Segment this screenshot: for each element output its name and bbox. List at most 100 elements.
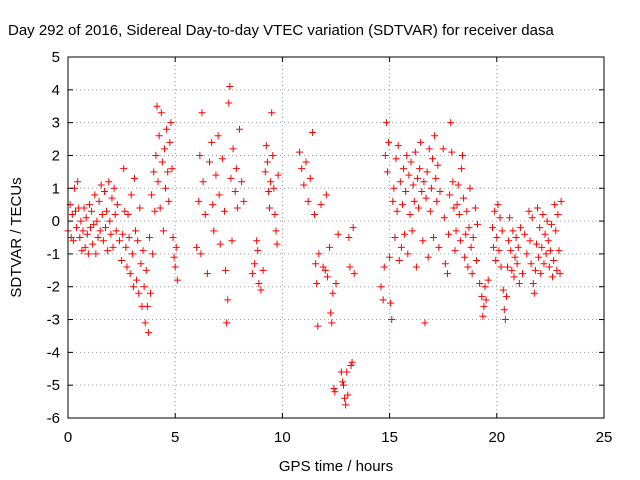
data-point	[541, 230, 549, 238]
data-point	[197, 250, 205, 258]
data-point	[349, 224, 357, 232]
data-point	[379, 296, 387, 304]
data-point	[79, 227, 87, 235]
data-point	[322, 191, 330, 199]
data-point	[134, 237, 142, 245]
data-point	[393, 207, 401, 215]
data-point	[300, 181, 308, 189]
data-point	[462, 230, 470, 238]
data-point	[440, 214, 448, 222]
data-point	[402, 188, 410, 196]
data-point	[261, 168, 269, 176]
data-point	[311, 211, 319, 219]
data-point	[231, 188, 239, 196]
data-point	[330, 384, 338, 392]
data-point	[465, 224, 473, 232]
data-point	[550, 256, 558, 264]
data-point	[304, 197, 312, 205]
data-point	[147, 289, 155, 297]
data-point	[98, 211, 106, 219]
data-point	[447, 119, 455, 127]
data-point	[458, 151, 466, 159]
data-point	[150, 168, 158, 176]
data-point	[530, 289, 538, 297]
data-point	[89, 240, 97, 248]
data-point	[428, 155, 436, 163]
data-point	[321, 266, 329, 274]
data-point	[499, 286, 507, 294]
data-point	[420, 178, 428, 186]
data-point	[531, 266, 539, 274]
data-point	[434, 161, 442, 169]
data-point	[377, 283, 385, 291]
data-point	[523, 250, 531, 258]
data-point	[405, 171, 413, 179]
x-tick-label: 25	[596, 429, 613, 446]
data-point	[498, 227, 506, 235]
data-point	[104, 247, 112, 255]
data-point	[454, 181, 462, 189]
data-point	[173, 276, 181, 284]
data-point	[445, 230, 453, 238]
data-point	[259, 266, 267, 274]
data-point	[466, 184, 474, 192]
data-point	[166, 138, 174, 146]
data-point	[410, 197, 418, 205]
data-point	[159, 227, 167, 235]
data-point	[329, 289, 337, 297]
data-point	[112, 227, 120, 235]
data-point	[526, 237, 534, 245]
data-point	[534, 204, 542, 212]
data-point	[103, 207, 111, 215]
data-point	[467, 243, 475, 251]
x-tick-label: 15	[381, 429, 398, 446]
y-tick-label: 0	[52, 213, 60, 230]
data-point	[492, 256, 500, 264]
data-point	[502, 293, 510, 301]
data-point	[476, 279, 484, 287]
data-point	[345, 234, 353, 241]
data-point	[515, 279, 523, 287]
data-point	[212, 171, 220, 179]
data-point	[448, 148, 456, 156]
y-tick-label: -1	[47, 246, 60, 263]
data-point	[383, 168, 391, 176]
data-point	[148, 191, 156, 199]
data-point	[387, 299, 395, 307]
data-point	[196, 151, 204, 159]
data-point	[115, 237, 123, 245]
data-point	[342, 401, 350, 409]
data-point	[119, 230, 127, 238]
data-point	[110, 184, 118, 192]
data-point	[446, 191, 454, 199]
data-point	[203, 270, 211, 278]
data-point	[227, 174, 235, 182]
data-point	[431, 132, 439, 140]
data-point	[271, 211, 279, 219]
data-point	[537, 270, 545, 278]
data-point	[129, 283, 137, 291]
data-point	[111, 211, 119, 219]
data-point	[468, 270, 476, 278]
data-point	[417, 138, 425, 146]
data-point	[149, 250, 157, 258]
data-point	[423, 168, 431, 176]
data-point	[481, 283, 489, 291]
data-point	[327, 309, 335, 317]
data-point	[425, 145, 433, 153]
data-point	[380, 263, 388, 271]
data-point	[406, 211, 414, 219]
data-point	[436, 188, 444, 196]
data-point	[418, 188, 426, 196]
data-point	[167, 119, 175, 127]
data-point	[268, 109, 276, 117]
data-point	[102, 224, 110, 232]
axis-ticks: 0 5 10 15 20 25 -6 -5 -4 -3 -2 -1 0 1 2 3 4 5	[47, 49, 613, 446]
data-point	[228, 237, 236, 245]
data-point	[507, 247, 515, 255]
data-point	[427, 184, 435, 192]
data-point	[491, 207, 499, 215]
data-point	[408, 227, 416, 235]
data-point	[482, 296, 490, 304]
data-point	[81, 243, 89, 251]
